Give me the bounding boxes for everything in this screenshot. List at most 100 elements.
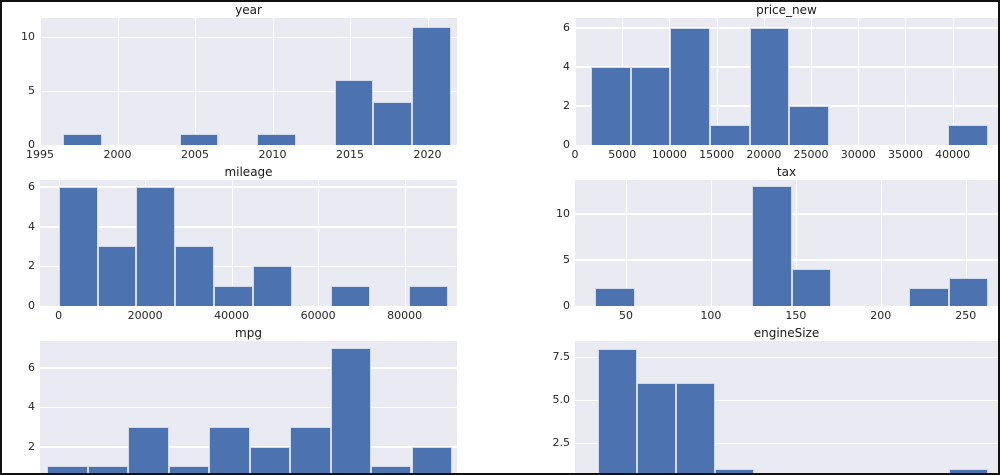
x-tick-label: 25000 [793, 148, 829, 161]
y-tick-label: 5 [28, 84, 35, 98]
y-axis: 0 5 10 [537, 180, 575, 312]
plot-area [40, 18, 457, 145]
x-tick-label: 250 [955, 309, 977, 322]
histogram-bar [334, 80, 374, 145]
x-axis: 0 5000 10000 15000 20000 25000 30000 35000 40000 [571, 145, 998, 164]
x-tick-label: 35000 [887, 148, 923, 161]
histogram-bar [595, 287, 635, 306]
x-tick-label: 2005 [181, 148, 210, 161]
y-tick-label: 4 [28, 219, 35, 233]
histogram-bar [331, 286, 371, 306]
x-axis: 50 100 150 200 250 [575, 306, 998, 325]
histogram-bar [670, 27, 711, 145]
plot-area [575, 341, 998, 473]
y-tick-label: 0 [28, 138, 35, 151]
y-tick-label: 10 [556, 206, 570, 220]
histogram-bar [412, 26, 451, 145]
x-tick-label: 20000 [746, 148, 782, 161]
histogram-bar [175, 246, 215, 306]
x-tick-label: 10000 [651, 148, 687, 161]
y-tick-label: 0 [563, 299, 570, 312]
y-tick-label: 5.0 [552, 393, 571, 407]
histogram-bar [630, 66, 671, 145]
x-tick-label: 20000 [127, 309, 163, 322]
chart-title: mpg [235, 326, 262, 340]
y-tick-label: 0 [563, 138, 570, 151]
histogram-bar [97, 246, 137, 306]
y-tick-label: 6 [28, 179, 35, 193]
histogram-bar [791, 269, 831, 306]
chart-year: year 0 5 10 1995 2000 2005 2010 2015 2020 [2, 2, 457, 164]
histogram-bar [637, 383, 677, 473]
y-tick-label: 6 [28, 360, 35, 374]
chart-engine-size: engineSize 0.02.55.07.5 [537, 325, 998, 473]
x-tick-label: 30000 [840, 148, 876, 161]
histogram-bar [948, 278, 988, 306]
histogram-bar [330, 347, 371, 473]
plot-area [575, 18, 998, 145]
histogram-bar [789, 105, 829, 145]
y-tick-label: 2 [28, 259, 35, 273]
histogram-bar [411, 446, 452, 473]
x-tick-label: 200 [870, 309, 892, 322]
histogram-bar [214, 286, 254, 306]
y-axis: 0 2 4 6 [2, 179, 40, 312]
y-tick-label: 4 [563, 59, 570, 73]
x-tick-label: 60000 [300, 309, 336, 322]
histogram-bar [715, 468, 755, 473]
histogram-bar [249, 446, 291, 473]
histogram-bar [168, 466, 210, 473]
y-tick-label: 10 [21, 30, 35, 44]
histogram-bar [63, 134, 102, 145]
y-tick-label: 7.5 [552, 350, 571, 364]
y-tick-label: 2 [28, 439, 35, 453]
x-tick-label: 100 [700, 309, 722, 322]
x-tick-label: 40000 [214, 309, 250, 322]
histogram-bar [752, 186, 792, 306]
plot-area [40, 341, 457, 473]
histogram-bar [749, 27, 790, 145]
x-tick-label: 0 [571, 148, 579, 161]
histogram-bar [209, 426, 250, 473]
y-tick-label: 2 [563, 98, 570, 112]
x-tick-label: 2015 [336, 148, 365, 161]
chart-price-new: price_new 0 2 4 6 0 5000 10000 15000 20000 25000… [537, 2, 998, 164]
y-axis: 0 2 4 6 [537, 18, 575, 151]
chart-tax: tax 0 5 10 50 100 150 200 250 [537, 164, 998, 325]
x-tick-label: 40000 [935, 148, 971, 161]
histogram-bar [290, 426, 331, 473]
plot-area [575, 180, 998, 306]
histogram-bar [253, 266, 293, 306]
x-tick-label: 2010 [258, 148, 287, 161]
y-tick-label: 0 [28, 299, 35, 312]
histogram-bar [676, 383, 716, 473]
histogram-bar [257, 134, 296, 145]
y-tick-label: 6 [563, 20, 570, 34]
x-tick-label: 80000 [387, 309, 423, 322]
chart-title: mileage [224, 165, 273, 179]
y-tick-label: 4 [28, 400, 35, 414]
y-tick-label: 5 [563, 252, 570, 266]
histogram-bar [128, 426, 169, 473]
chart-title: engineSize [753, 326, 820, 340]
histogram-bar [909, 287, 949, 306]
histogram-bar [87, 466, 129, 473]
x-tick-label: 50 [618, 309, 633, 322]
x-tick-label: 150 [785, 309, 807, 322]
x-axis: 0 20000 40000 60000 80000 [40, 306, 457, 325]
histogram-bar [136, 186, 176, 306]
x-axis: 1995 2000 2005 2010 2015 2020 [26, 145, 457, 164]
histogram-bar [373, 101, 413, 145]
histogram-bar [58, 186, 98, 306]
x-tick-label: 2020 [413, 148, 442, 161]
x-tick-label: 15000 [699, 148, 735, 161]
histogram-bar [598, 348, 638, 473]
chart-title: tax [776, 165, 797, 179]
histogram-bar [408, 286, 448, 306]
chart-title: year [235, 3, 262, 17]
x-tick-label: 2000 [103, 148, 132, 161]
y-tick-label: 2.5 [552, 436, 571, 450]
